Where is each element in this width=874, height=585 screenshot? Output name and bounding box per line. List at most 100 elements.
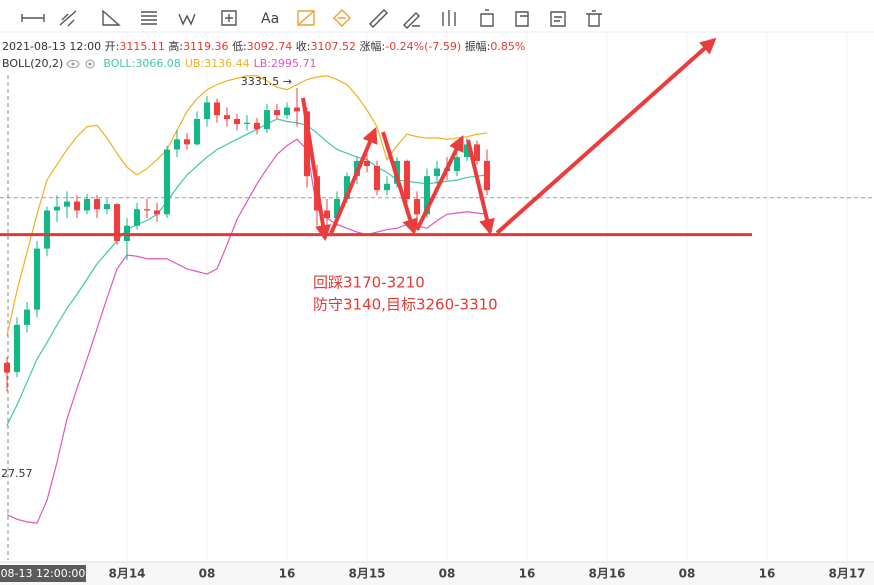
tool-lines[interactable]	[141, 11, 157, 25]
indicator-icons[interactable]	[63, 57, 103, 70]
candle-body	[274, 110, 280, 116]
x-tick-label: 16	[759, 567, 776, 581]
info-value: 3119.36	[183, 40, 229, 53]
tool-hline[interactable]	[21, 14, 45, 22]
candle-body	[14, 324, 20, 372]
indicator-bar: BOLL(20,2) BOLL:3066.08 UB:3136.44 LB:2995.…	[2, 57, 320, 70]
candle-body	[134, 209, 140, 226]
candle-body	[384, 183, 390, 191]
candle-body	[4, 362, 10, 373]
candle-body	[94, 199, 100, 210]
arrow	[301, 97, 331, 242]
x-tick-label: 08	[439, 567, 456, 581]
tool-edit[interactable]	[550, 11, 566, 27]
tool-range[interactable]	[297, 10, 315, 26]
plot-area: 3331.5 → 27.57 回踩3170-3210 防守3140,目标3260-33…	[0, 30, 874, 562]
arrow	[381, 131, 418, 236]
tool-text[interactable]: Aa	[261, 11, 279, 27]
indicator-name: BOLL(20,2)	[2, 57, 64, 70]
x-tick-label: 8月14	[108, 567, 145, 581]
candle-body	[434, 168, 440, 177]
info-label: 振幅:	[464, 40, 491, 53]
candle-body	[114, 204, 120, 241]
annotation: 防守3140,目标3260-3310	[313, 296, 498, 314]
info-value: 3115.11	[119, 40, 165, 53]
candle-body	[464, 144, 470, 158]
tool-measure[interactable]	[221, 10, 237, 26]
candle-body	[474, 144, 480, 161]
candle-body	[224, 115, 230, 119]
high-label: 3331.5 →	[241, 75, 292, 88]
tool-wave[interactable]	[178, 13, 196, 26]
x-tick-label: 08	[199, 567, 216, 581]
candle-body	[334, 199, 340, 219]
x-tick-label: 8月16	[588, 567, 625, 581]
x-tick-label: 8月15	[348, 567, 385, 581]
candle-body	[184, 139, 190, 145]
annotation: 回踩3170-3210	[313, 274, 425, 292]
legend-entry: LB:2995.71	[253, 57, 317, 70]
candle-body	[204, 102, 210, 119]
candle-body	[44, 210, 50, 249]
tool-ruler[interactable]	[369, 9, 388, 28]
candle-body	[374, 165, 380, 191]
candle-body	[54, 206, 60, 211]
candle-body	[74, 201, 80, 211]
candle-body	[324, 210, 330, 219]
candle-body	[144, 209, 150, 211]
info-label: 低:	[232, 40, 247, 53]
info-bar: 2021-08-13 12:00 开:3115.11 高:3119.36 低:3…	[2, 38, 525, 54]
candle-body	[214, 102, 220, 116]
candle-body	[154, 210, 160, 215]
candle-body	[164, 149, 170, 215]
candle-body	[414, 199, 420, 215]
info-label: 收:	[295, 40, 311, 53]
tool-brush[interactable]	[403, 12, 420, 29]
info-value: 3107.52	[310, 40, 357, 53]
candle-body	[484, 160, 490, 191]
candle-body	[424, 176, 430, 215]
info-value: -0.24%(-7.59)	[385, 40, 462, 53]
tool-lock[interactable]	[480, 9, 494, 27]
tool-copy[interactable]	[515, 11, 529, 27]
x-tick-label: 16	[279, 567, 296, 581]
crosshair-label-box	[0, 565, 86, 582]
boll-line	[6, 138, 488, 524]
candle-body	[254, 122, 260, 130]
arrow	[415, 135, 464, 231]
arrow	[466, 139, 495, 236]
arrow	[495, 37, 717, 235]
tool-delete[interactable]	[586, 10, 602, 27]
tool-candles[interactable]	[442, 10, 456, 26]
candle-body	[84, 199, 90, 211]
boll-line	[6, 118, 488, 426]
x-tick-label: 08	[679, 567, 696, 581]
candle-body	[364, 160, 370, 166]
tool-fib[interactable]	[102, 9, 121, 26]
candle-body	[264, 110, 270, 130]
candle-body	[174, 139, 180, 150]
crosshair-label: 08-13 12:00:00	[1, 567, 86, 580]
arrows	[301, 37, 717, 242]
candle-body	[284, 107, 290, 116]
candle-body	[194, 118, 200, 145]
candle-body	[104, 204, 110, 210]
candle-body	[344, 176, 350, 200]
candle-body	[64, 201, 70, 207]
candle-body	[34, 248, 40, 310]
info-value: 0.85%	[490, 40, 526, 53]
legend-entry: UB:3136.44	[184, 57, 250, 70]
boll-line	[6, 75, 488, 336]
candle-body	[234, 118, 240, 125]
tool-channel[interactable]	[59, 10, 77, 27]
candle-body	[294, 107, 300, 112]
x-tick-label: 8月17	[828, 567, 865, 581]
toolbar: Aa	[21, 9, 602, 29]
candle-body	[24, 309, 30, 325]
x-axis-bar	[0, 562, 874, 585]
tool-pattern[interactable]	[333, 9, 351, 27]
candle-body	[244, 122, 250, 125]
candle-body	[454, 157, 460, 172]
candle-body	[304, 111, 310, 177]
